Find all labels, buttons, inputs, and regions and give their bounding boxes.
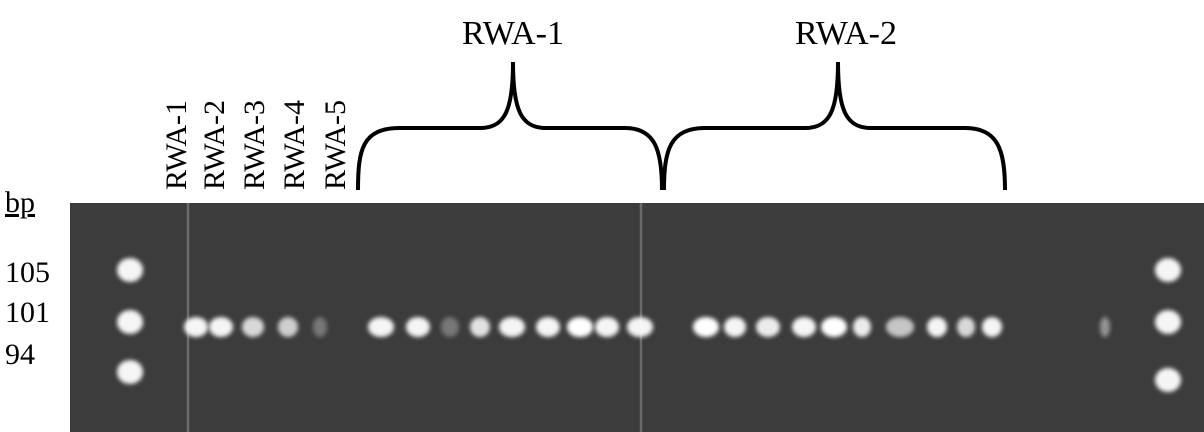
group-label: RWA-1	[462, 15, 564, 52]
sample-band	[792, 317, 816, 337]
size-axis-title: bp	[5, 186, 35, 219]
sample-band	[957, 317, 975, 337]
lane-label: RWA-5	[319, 100, 352, 190]
lane-label: RWA-2	[198, 100, 231, 190]
sample-band	[756, 317, 780, 337]
sample-band	[242, 317, 264, 337]
ladder-band	[1155, 368, 1181, 392]
sample-band	[595, 317, 619, 337]
gel-figure: RWA-1 RWA-2 RWA-1 RWA-2 RWA-3 RWA-4 RWA-…	[0, 0, 1204, 432]
sample-band	[627, 317, 653, 337]
group-brace	[664, 62, 1005, 190]
sample-band	[886, 317, 914, 337]
ladder-band	[1155, 310, 1181, 334]
lane-label: RWA-3	[238, 100, 271, 190]
sample-band	[693, 317, 719, 337]
ladder-band	[117, 258, 143, 282]
size-label: 105	[5, 256, 50, 289]
sample-band	[499, 317, 525, 337]
sample-band	[470, 317, 490, 337]
sample-band	[441, 317, 459, 337]
size-label: 94	[5, 338, 35, 371]
sample-band	[313, 317, 327, 337]
sample-band	[567, 317, 593, 337]
lane-label: RWA-4	[278, 100, 311, 190]
sample-band	[209, 317, 233, 337]
ladder-band	[117, 310, 143, 334]
sample-band	[724, 317, 746, 337]
sample-band	[278, 317, 298, 337]
sample-band	[368, 317, 394, 337]
sample-band	[821, 317, 847, 337]
group-label: RWA-2	[795, 15, 897, 52]
group-brace	[358, 62, 662, 190]
sample-band	[184, 317, 208, 337]
sample-band	[536, 317, 560, 337]
sample-band	[927, 317, 947, 337]
size-label: 101	[5, 296, 50, 329]
page: RWA-1 RWA-2 RWA-1 RWA-2 RWA-3 RWA-4 RWA-…	[0, 0, 1204, 432]
lane-label: RWA-1	[160, 100, 193, 190]
sample-band	[853, 317, 871, 337]
ladder-band	[1155, 258, 1181, 282]
ladder-band	[117, 360, 143, 384]
sample-band	[406, 317, 430, 337]
sample-band	[982, 317, 1002, 337]
sample-band	[1100, 317, 1110, 337]
